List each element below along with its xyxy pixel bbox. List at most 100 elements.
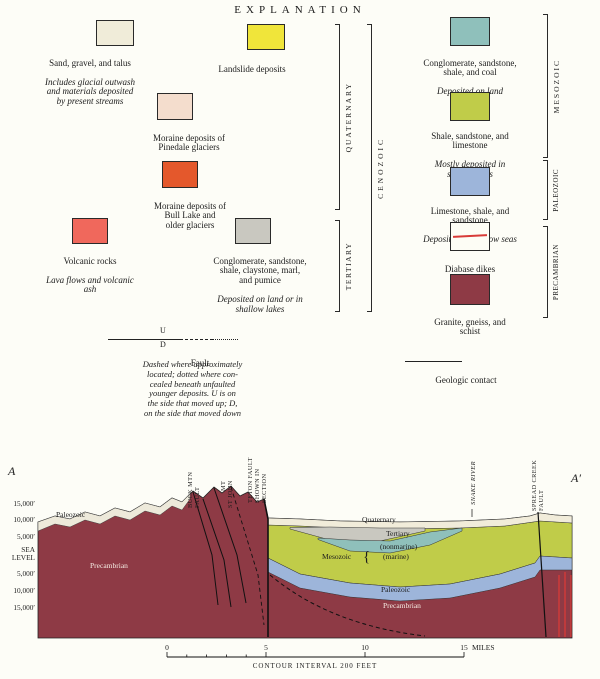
cenozoic-bracket [367, 24, 372, 312]
swatch-volcanic-rocks [72, 218, 108, 244]
fault-symbol: U D [108, 326, 238, 351]
unit-name: Conglomerate, sandstone, shale, clayston… [213, 255, 307, 285]
teton-fault-label-2: SHOWN IN [254, 468, 261, 503]
diabase-dike-line [452, 234, 488, 238]
axis-15000-upper: 15,000′ [13, 499, 35, 508]
axis-15000-lower: 15,000′ [13, 603, 35, 612]
scale-tick-0: 0 [165, 643, 169, 652]
scale-tick-10: 10 [361, 643, 369, 652]
geologic-contact-label: Geologic contact [411, 366, 521, 385]
spread-creek-fault-label-2: FAULT [538, 490, 545, 511]
unit-name: Landslide deposits [218, 63, 286, 74]
fault-label: Fault [150, 349, 250, 368]
unit-label-precambrian-east: Precambrian [383, 601, 421, 610]
label-sand-gravel-talus: Sand, gravel, and talus Includes glacial… [30, 49, 150, 116]
fault-line-solid [108, 339, 180, 340]
teton-fault-label-3: SECTION [261, 474, 268, 503]
label-pinedale-moraine: Moraine deposits of Pinedale glaciers [127, 124, 251, 162]
unit-name: Shale, sandstone, and limestone [431, 130, 509, 151]
swatch-diabase-dikes [450, 222, 490, 251]
unit-label-quaternary: Quaternary [362, 515, 396, 524]
section-end-a-prime: A′ [570, 471, 581, 485]
buck-mtn-fault-line-3 [213, 487, 247, 604]
mt-st-john-label-2: ST JOHN [227, 480, 234, 508]
tertiary-bracket-label: TERTIARY [341, 220, 355, 312]
unit-desc: Deposited on land [437, 86, 503, 97]
swatch-granite-gneiss [450, 274, 490, 305]
label-mesozoic-conglomerate: Conglomerate, sandstone, shale, and coal… [398, 49, 542, 107]
unit-label-tertiary: Tertiary [386, 529, 410, 538]
nonmarine-lens-area [317, 527, 463, 554]
quaternary-bracket [335, 24, 340, 210]
teton-fault-label-1: TETON FAULT [247, 457, 254, 503]
axis-level: LEVEL [12, 553, 36, 562]
spread-creek-fault-line [537, 511, 547, 638]
unit-label-mesozoic: Mesozoic [322, 552, 352, 561]
swatch-pinedale-moraine [157, 93, 193, 120]
spread-creek-fault-label-1: SPREAD CREEK [531, 460, 538, 511]
unit-name: Diabase dikes [444, 263, 496, 274]
section-end-a: A [7, 464, 16, 478]
label-bull-lake-moraine: Moraine deposits of Bull Lake and older … [128, 192, 252, 240]
unit-label-paleozoic-west: Paleozoic [56, 510, 86, 519]
contour-interval-label: CONTOUR INTERVAL 200 FEET [253, 662, 377, 670]
unit-label-paleozoic-east: Paleozoic [381, 585, 411, 594]
swatch-bull-lake-moraine [162, 161, 198, 188]
axis-10000-lower: 10,000′ [13, 586, 35, 595]
era-label: MESOZOIC [551, 58, 561, 114]
scale-tick-5: 5 [264, 643, 268, 652]
era-label: QUATERNARY [343, 81, 353, 153]
fault-line-dashed [180, 339, 213, 340]
axis-5000-upper: 5,000′ [17, 532, 35, 541]
unit-desc: Lava flows and volcanic ash [46, 274, 134, 295]
cross-section: A A′ 15,000′ 10,000′ 5,000′ SEA LEVEL 5,… [7, 457, 581, 670]
swatch-mesozoic-shale [450, 92, 490, 121]
label-diabase-dikes: Diabase dikes [398, 255, 542, 284]
snake-river-label: SNAKE RIVER [470, 461, 477, 505]
unit-desc: Deposited on land or in shallow lakes [217, 293, 303, 314]
paleozoic-bracket-label: PALEOZOIC [549, 160, 563, 220]
scale-bar-ticks [166, 652, 465, 657]
unit-label-marine: (marine) [383, 552, 409, 561]
tertiary-bracket [335, 220, 340, 312]
scale-unit-label: MILES [472, 643, 495, 652]
paleozoic-cap-west-area [37, 493, 191, 532]
paleozoic-bracket [543, 160, 548, 220]
era-label: PALEOZOIC [552, 168, 560, 212]
fault-label-text: Fault [190, 357, 210, 368]
geologic-contact-line [405, 361, 462, 362]
fault-description: Dashed where approximately located; dott… [142, 359, 243, 418]
mesozoic-bracket [543, 14, 548, 158]
swatch-tertiary-conglomerate [235, 218, 271, 244]
axis-sea: SEA [21, 545, 36, 554]
era-label: PRECAMBRIAN [552, 243, 560, 301]
geologic-contact-text: Geologic contact [435, 374, 497, 385]
label-tertiary-conglomerate: Conglomerate, sandstone, shale, clayston… [196, 247, 324, 324]
unit-name: Moraine deposits of Pinedale glaciers [153, 132, 225, 153]
tertiary-lens-area [289, 526, 426, 542]
explanation-title: EXPLANATION [234, 4, 366, 16]
unit-name: Moraine deposits of Bull Lake and older … [154, 200, 226, 230]
fault-d-label: D [160, 340, 166, 349]
concealed-fault-dashed-line [230, 486, 265, 626]
axis-10000-upper: 10,000′ [13, 515, 35, 524]
unit-name: Conglomerate, sandstone, shale, and coal [423, 57, 517, 78]
mesozoic-brace: { [363, 549, 370, 565]
unit-name: Volcanic rocks [63, 255, 117, 266]
label-volcanic-rocks: Volcanic rocks Lava flows and volcanic a… [28, 247, 152, 305]
precambrian-bracket [543, 226, 548, 318]
unit-desc: Includes glacial outwash and materials d… [45, 76, 135, 106]
unit-name: Limestone, shale, and sandstone [430, 205, 510, 226]
swatch-paleozoic-limestone [450, 167, 490, 196]
label-granite-gneiss: Granite, gneiss, and schist [398, 308, 542, 346]
unit-label-precambrian-west: Precambrian [90, 561, 128, 570]
paleozoic-band-east-area [267, 555, 573, 602]
axis-5000-lower: 5,000′ [17, 569, 35, 578]
unit-name: Granite, gneiss, and schist [434, 316, 506, 337]
buck-mtn-fault-line-2 [202, 498, 232, 608]
cenozoic-bracket-label: CENOZOIC [373, 24, 387, 312]
swatch-landslide-deposits [247, 24, 285, 50]
quaternary-bracket-label: QUATERNARY [341, 24, 355, 210]
swatch-mesozoic-conglomerate [450, 17, 490, 46]
